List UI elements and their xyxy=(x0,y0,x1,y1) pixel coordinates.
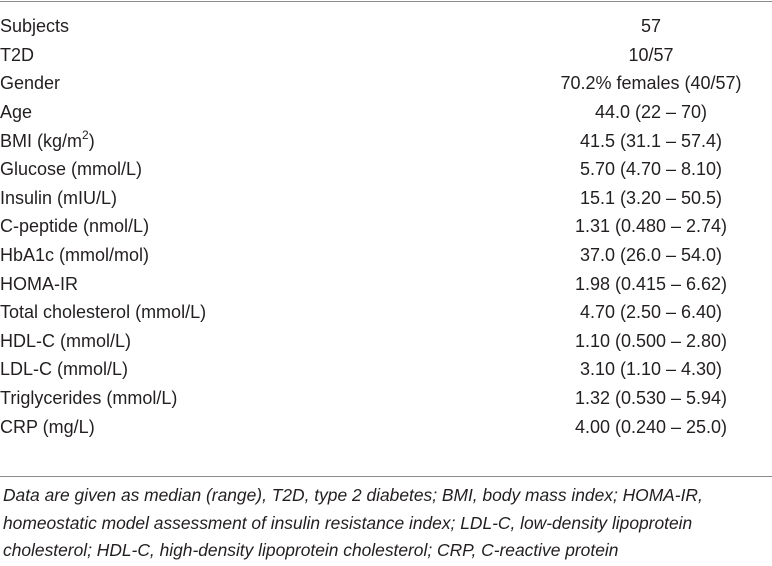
row-label: HbA1c (mmol/mol) xyxy=(0,245,150,266)
row-value: 4.00 (0.240 – 25.0) xyxy=(574,416,728,437)
row-value: 5.70 (4.70 – 8.10) xyxy=(579,159,723,180)
row-value: 41.5 (31.1 – 57.4) xyxy=(579,130,723,151)
table-row: Gender 70.2% females (40/57) xyxy=(0,69,772,98)
table-row: HDL-C (mmol/L) 1.10 (0.500 – 2.80) xyxy=(0,327,772,356)
row-label: LDL-C (mmol/L) xyxy=(0,359,129,380)
row-label: C-peptide (nmol/L) xyxy=(0,216,150,237)
row-label: Total cholesterol (mmol/L) xyxy=(0,302,207,323)
row-value: 44.0 (22 – 70) xyxy=(594,102,708,123)
characteristics-table: Subjects 57 T2D 10/57 Gender 70.2% femal… xyxy=(0,12,772,441)
table-row: HOMA-IR 1.98 (0.415 – 6.62) xyxy=(0,269,772,298)
row-label: HOMA-IR xyxy=(0,273,78,294)
table-row: Insulin (mIU/L) 15.1 (3.20 – 50.5) xyxy=(0,184,772,213)
table-bottom-rule xyxy=(0,476,772,477)
table-row: Total cholesterol (mmol/L) 4.70 (2.50 – … xyxy=(0,298,772,327)
superscript: 2 xyxy=(82,127,89,142)
row-label: CRP (mg/L) xyxy=(0,416,95,437)
row-label: Triglycerides (mmol/L) xyxy=(0,388,178,409)
row-label: Glucose (mmol/L) xyxy=(0,159,143,180)
row-label: Subjects xyxy=(0,16,70,37)
table-row: Triglycerides (mmol/L) 1.32 (0.530 – 5.9… xyxy=(0,384,772,413)
row-label: T2D xyxy=(0,44,35,65)
row-value: 70.2% females (40/57) xyxy=(560,73,742,94)
row-value: 1.98 (0.415 – 6.62) xyxy=(574,273,728,294)
row-value: 37.0 (26.0 – 54.0) xyxy=(579,245,723,266)
row-value: 10/57 xyxy=(628,44,674,65)
row-label: Insulin (mIU/L) xyxy=(0,187,118,208)
row-label: HDL-C (mmol/L) xyxy=(0,330,132,351)
row-label: BMI (kg/m2) xyxy=(0,126,530,155)
row-label-suffix: ) xyxy=(88,130,95,151)
row-value: 1.10 (0.500 – 2.80) xyxy=(574,330,728,351)
row-value: 15.1 (3.20 – 50.5) xyxy=(579,187,723,208)
table-row: Age 44.0 (22 – 70) xyxy=(0,98,772,127)
row-label: Age xyxy=(0,102,33,123)
table-row: LDL-C (mmol/L) 3.10 (1.10 – 4.30) xyxy=(0,355,772,384)
table-row: T2D 10/57 xyxy=(0,41,772,70)
table-footnote: Data are given as median (range), T2D, t… xyxy=(3,485,703,560)
table-row: Subjects 57 xyxy=(0,12,772,41)
row-value: 4.70 (2.50 – 6.40) xyxy=(579,302,723,323)
row-value: 1.31 (0.480 – 2.74) xyxy=(574,216,728,237)
table-top-rule xyxy=(0,1,772,2)
table-row: BMI (kg/m2) 41.5 (31.1 – 57.4) xyxy=(0,126,772,155)
table-row: CRP (mg/L) 4.00 (0.240 – 25.0) xyxy=(0,412,772,441)
row-value: 57 xyxy=(640,16,662,37)
table-row: C-peptide (nmol/L) 1.31 (0.480 – 2.74) xyxy=(0,212,772,241)
row-value: 1.32 (0.530 – 5.94) xyxy=(574,388,728,409)
row-label: Gender xyxy=(0,73,61,94)
row-label-text: BMI (kg/m xyxy=(0,130,83,151)
table-row: HbA1c (mmol/mol) 37.0 (26.0 – 54.0) xyxy=(0,241,772,270)
table-row: Glucose (mmol/L) 5.70 (4.70 – 8.10) xyxy=(0,155,772,184)
row-value: 3.10 (1.10 – 4.30) xyxy=(579,359,723,380)
